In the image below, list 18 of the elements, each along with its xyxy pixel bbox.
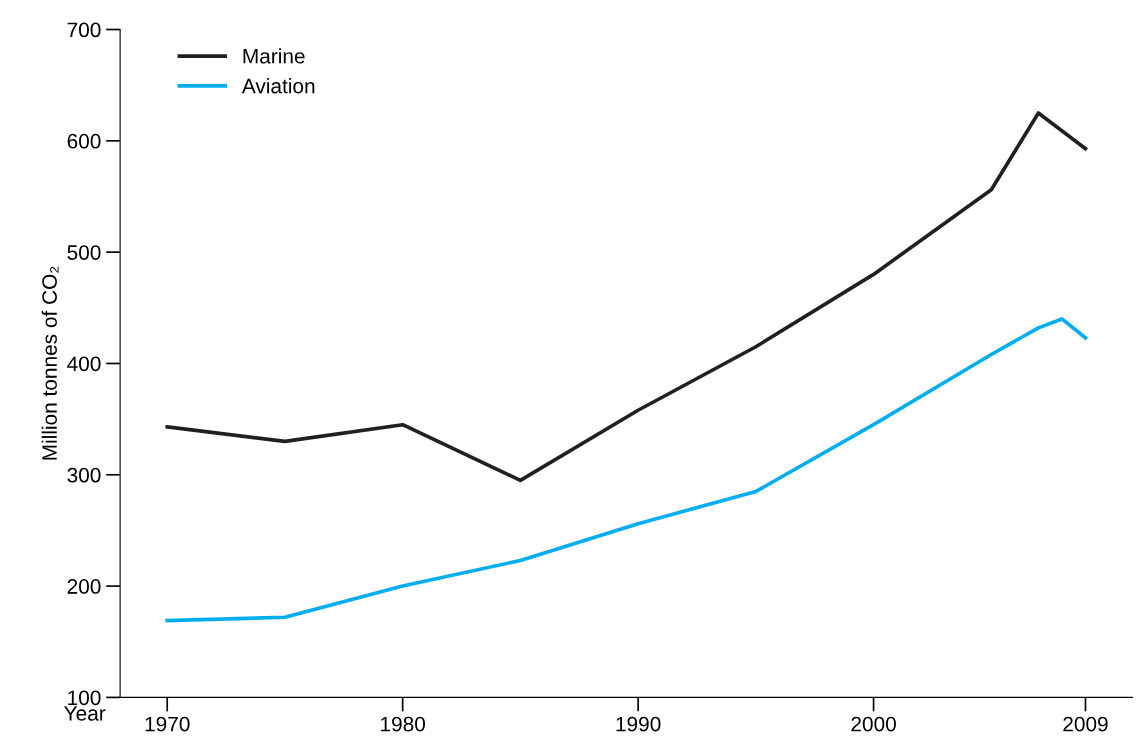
y-tick-label: 100 [68,690,101,706]
y-tick-label: 200 [67,579,101,594]
x-axis-title: Year [64,706,106,721]
y-tick-label: 700 [67,22,101,38]
x-tick-label: 1980 [381,716,426,732]
x-tick-label: 1990 [616,716,661,732]
y-tick-label: 400 [67,356,101,372]
y-axis-title: Million tonnes of CO₂ [41,266,59,460]
y-tick-label: 300 [67,467,101,483]
y-tick-label: 500 [67,245,101,260]
legend-label: Marine [243,48,305,64]
line-series [165,317,1088,623]
legend-label: Aviation [241,78,315,94]
line-series [165,111,1088,483]
y-tick-label: 600 [67,133,101,149]
x-tick-label: 2000 [851,716,896,732]
x-tick-label: 1970 [145,716,190,732]
x-tick-label: 2009 [1063,716,1108,732]
